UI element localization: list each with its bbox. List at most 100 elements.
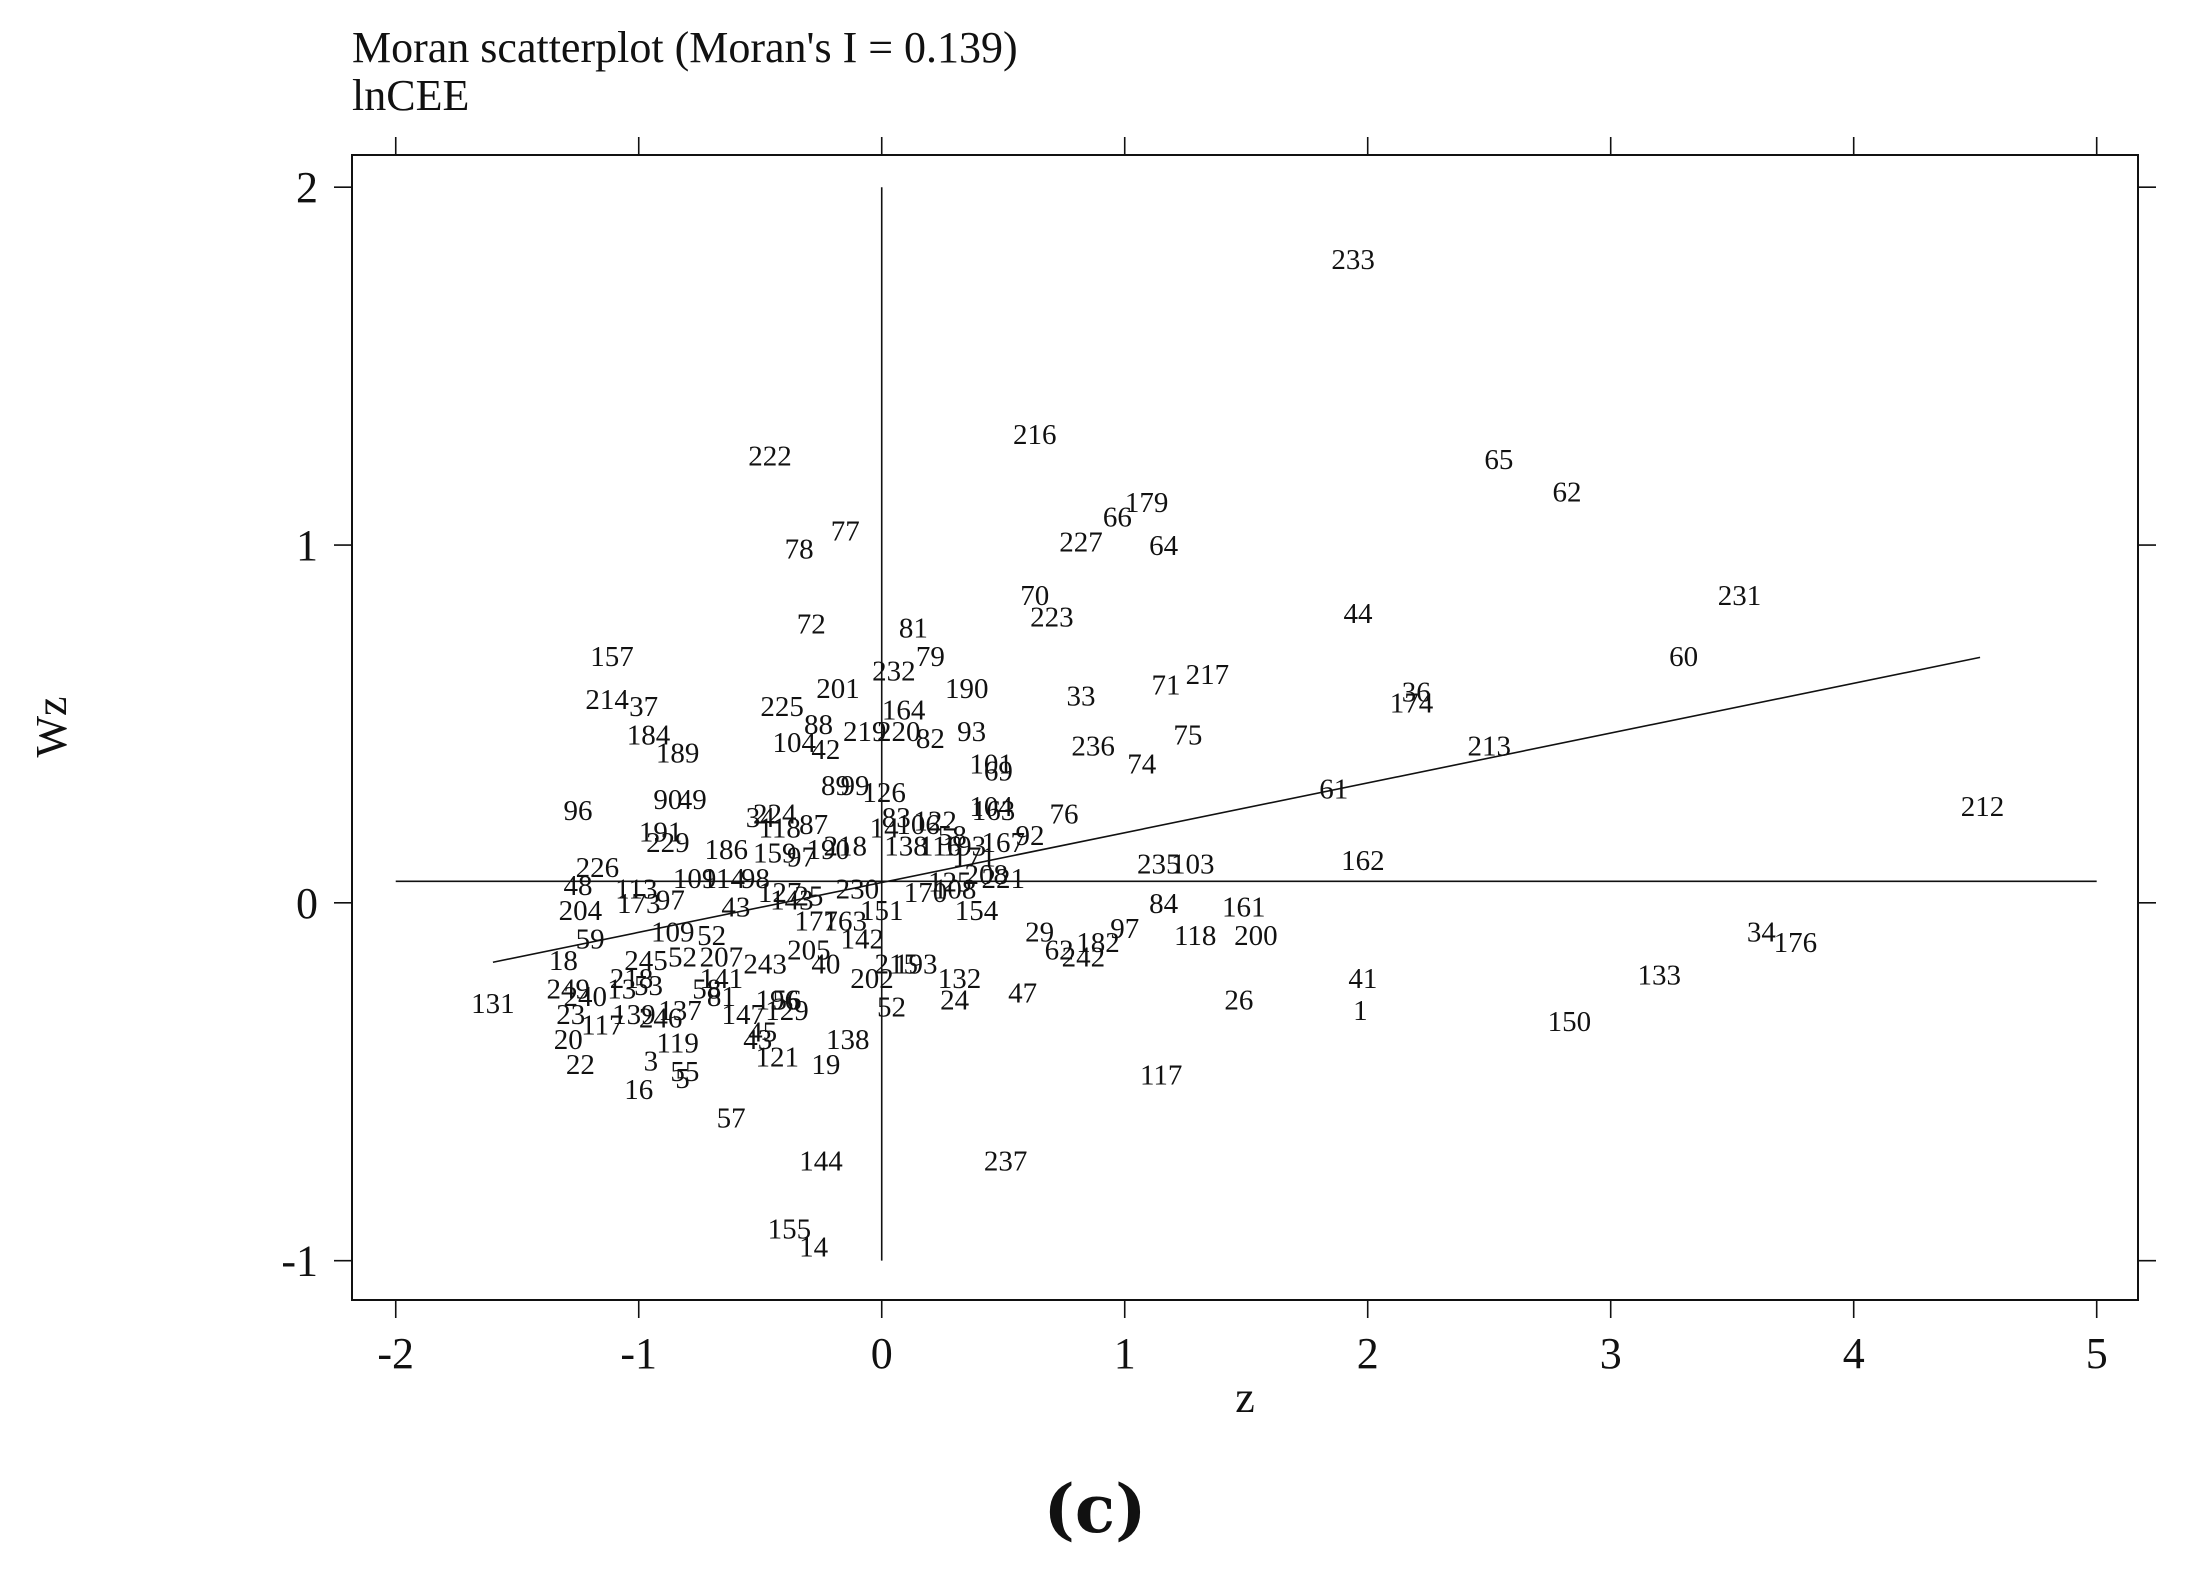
point-label: 126 <box>862 777 906 809</box>
point-label: 222 <box>748 441 792 473</box>
point-label: 89 <box>821 770 850 802</box>
point-label: 65 <box>1484 444 1513 476</box>
point-label: 138 <box>884 831 928 863</box>
point-label: 43 <box>743 1024 772 1056</box>
point-label: 77 <box>831 516 860 548</box>
point-label: 138 <box>826 1024 870 1056</box>
point-label: 13 <box>607 974 636 1006</box>
point-label: 218 <box>610 963 654 995</box>
point-label: 125 <box>928 866 972 898</box>
point-label: 139 <box>612 999 656 1031</box>
point-label: 133 <box>1638 959 1682 991</box>
point-label: 104 <box>969 791 1013 823</box>
point-label: 82 <box>916 723 945 755</box>
y-tick-label: 0 <box>296 879 318 928</box>
point-label: 223 <box>1030 602 1074 634</box>
point-label: 37 <box>629 691 658 723</box>
point-label: 42 <box>811 734 840 766</box>
x-tick-label: 3 <box>1600 1329 1622 1378</box>
point-label: 20 <box>554 1024 583 1056</box>
point-label: 155 <box>768 1213 812 1245</box>
point-label: 157 <box>590 641 634 673</box>
point-label: 96 <box>563 795 592 827</box>
point-label: 163 <box>972 795 1016 827</box>
point-label: 59 <box>576 924 605 956</box>
point-label: 113 <box>615 874 657 906</box>
point-label: 97 <box>1110 913 1139 945</box>
point-label: 207 <box>700 942 744 974</box>
point-label: 106 <box>896 809 940 841</box>
point-label: 62 <box>1045 934 1074 966</box>
point-label: 226 <box>576 852 620 884</box>
point-label: 43 <box>721 891 750 923</box>
point-label: 60 <box>1669 641 1698 673</box>
point-label: 179 <box>1125 487 1169 519</box>
panel-label: (c) <box>1044 1470 1147 1548</box>
point-label: 66 <box>1103 501 1132 533</box>
point-label: 90 <box>653 784 682 816</box>
point-label: 29 <box>1025 916 1054 948</box>
point-label: 220 <box>877 716 921 748</box>
point-label: 122 <box>913 806 957 838</box>
point-label: 176 <box>1774 927 1818 959</box>
point-label: 191 <box>639 816 683 848</box>
point-label: 64 <box>1149 530 1179 562</box>
point-label: 92 <box>1015 820 1044 852</box>
point-label: 159 <box>753 838 797 870</box>
point-label: 33 <box>1066 680 1095 712</box>
point-label: 14 <box>799 1231 829 1263</box>
point-label: 193 <box>894 949 938 981</box>
point-label: 57 <box>717 1103 746 1135</box>
y-axis-title: Wz <box>27 696 76 757</box>
point-label: 75 <box>1173 720 1202 752</box>
point-label: 88 <box>804 709 833 741</box>
x-tick-label: 5 <box>2086 1329 2108 1378</box>
point-label: 245 <box>624 945 668 977</box>
point-label: 84 <box>1149 888 1179 920</box>
point-label: 174 <box>1390 687 1434 719</box>
point-label: 213 <box>1467 730 1511 762</box>
point-label: 143 <box>770 884 814 916</box>
point-label: 23 <box>556 999 585 1031</box>
point-label: 237 <box>984 1145 1028 1177</box>
point-label: 101 <box>969 748 1013 780</box>
point-label: 118 <box>1174 920 1216 952</box>
point-label: 98 <box>741 863 770 895</box>
point-label: 72 <box>797 609 826 641</box>
point-label: 201 <box>816 673 860 705</box>
point-label: 52 <box>877 992 906 1024</box>
x-tick-label: -2 <box>377 1329 414 1378</box>
point-label: 230 <box>836 874 880 906</box>
point-label: 18 <box>549 945 578 977</box>
point-label: 217 <box>1186 659 1230 691</box>
point-label: 103 <box>1171 848 1215 880</box>
x-tick-label: -1 <box>620 1329 657 1378</box>
plot-frame <box>351 154 2139 1301</box>
point-label: 173 <box>617 888 661 920</box>
point-label: 184 <box>627 720 671 752</box>
chart-subtitle: lnCEE <box>352 71 469 120</box>
point-label: 26 <box>1224 984 1253 1016</box>
point-label: 242 <box>1062 942 1106 974</box>
point-label: 70 <box>1020 580 1049 612</box>
point-label: 19 <box>811 1049 840 1081</box>
point-label: 141 <box>700 963 744 995</box>
point-label: 49 <box>678 784 707 816</box>
point-label: 221 <box>981 863 1025 895</box>
point-label: 151 <box>860 895 904 927</box>
point-label: 79 <box>916 641 945 673</box>
point-label: 22 <box>566 1049 595 1081</box>
point-label: 240 <box>564 981 608 1013</box>
point-label: 25 <box>794 881 823 913</box>
point-label: 81 <box>707 981 736 1013</box>
point-label: 117 <box>581 1009 623 1041</box>
point-label: 5 <box>675 1063 690 1095</box>
point-label: 161 <box>1222 891 1266 923</box>
point-label: 205 <box>787 934 831 966</box>
point-label: 93 <box>957 716 986 748</box>
point-label: 162 <box>1341 845 1385 877</box>
point-label: 14 <box>870 813 900 845</box>
point-label: 132 <box>938 963 982 995</box>
